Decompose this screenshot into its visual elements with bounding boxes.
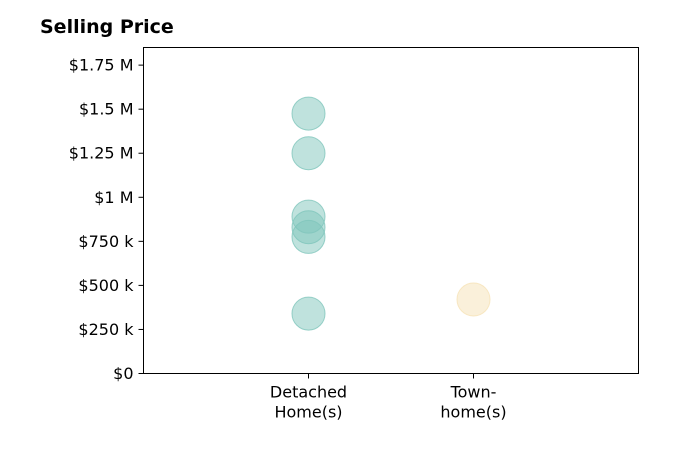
data-point — [291, 96, 326, 131]
y-tick-label: $1 M — [94, 188, 133, 207]
data-point — [291, 296, 326, 331]
y-tick-label: $500 k — [78, 276, 134, 295]
x-tick-label: Town-home(s) — [440, 383, 506, 422]
data-point — [291, 136, 326, 171]
x-tick-label: Detached Home(s) — [270, 383, 347, 422]
y-tick-label: $750 k — [78, 232, 134, 251]
y-tick-label: $1.25 M — [69, 144, 134, 163]
plot-frame — [143, 47, 639, 374]
y-axis: $0 $250 k $500 k $750 k $1 M $1.25 M $1.5 M $1.… — [69, 56, 144, 383]
data-point — [291, 219, 326, 254]
points-layer — [291, 96, 491, 331]
y-tick-label: $0 — [113, 364, 133, 383]
x-tick-label-line: Detached — [270, 383, 347, 402]
chart-title: Selling Price — [40, 16, 174, 38]
x-tick-label-line: home(s) — [440, 403, 506, 422]
y-tick-label: $1.5 M — [79, 100, 134, 119]
x-tick-label-line: Town- — [450, 383, 497, 402]
x-tick-label-line: Home(s) — [274, 403, 342, 422]
data-point — [456, 282, 491, 317]
y-tick-label: $1.75 M — [69, 56, 134, 75]
x-axis: Detached Home(s) Town-home(s) — [270, 373, 507, 422]
y-tick-label: $250 k — [78, 320, 134, 339]
